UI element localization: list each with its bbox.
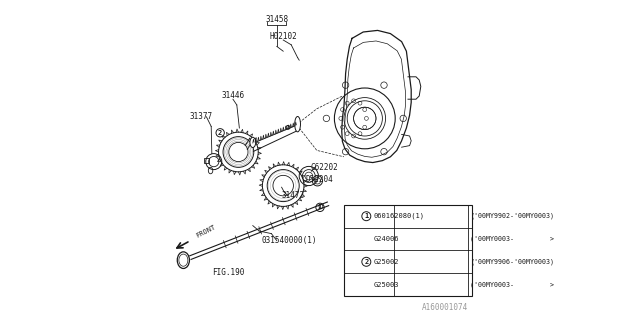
Ellipse shape bbox=[177, 252, 189, 268]
Text: FIG.190: FIG.190 bbox=[212, 268, 245, 277]
Text: 2: 2 bbox=[218, 130, 222, 136]
Bar bbox=[344, 205, 472, 296]
Text: ('00MY0003-         >: ('00MY0003- > bbox=[470, 236, 554, 242]
Text: 1: 1 bbox=[364, 213, 369, 219]
Text: ('00MY9906-'00MY0003): ('00MY9906-'00MY0003) bbox=[470, 259, 554, 265]
Text: H02102: H02102 bbox=[269, 32, 297, 41]
Text: 31458: 31458 bbox=[265, 15, 289, 24]
Text: 060162080(1): 060162080(1) bbox=[374, 213, 425, 220]
Text: ('00MY0003-         >: ('00MY0003- > bbox=[470, 281, 554, 288]
Text: 31446: 31446 bbox=[221, 92, 244, 100]
Text: 31472: 31472 bbox=[281, 191, 305, 200]
Text: FRONT: FRONT bbox=[195, 223, 216, 238]
Text: 2: 2 bbox=[364, 259, 369, 265]
Text: G24006: G24006 bbox=[374, 236, 399, 242]
Bar bbox=[204, 158, 209, 163]
Text: C62202: C62202 bbox=[311, 163, 339, 172]
Text: A160001074: A160001074 bbox=[422, 303, 468, 312]
Text: 31377: 31377 bbox=[189, 112, 212, 121]
Text: ('00MY9902-'00MY0003): ('00MY9902-'00MY0003) bbox=[470, 213, 554, 220]
Text: G25002: G25002 bbox=[374, 259, 399, 265]
Ellipse shape bbox=[295, 116, 301, 132]
Text: D52204: D52204 bbox=[305, 175, 333, 184]
Text: 1: 1 bbox=[318, 204, 322, 210]
Ellipse shape bbox=[250, 137, 256, 148]
Text: 031540000(1): 031540000(1) bbox=[262, 236, 317, 245]
Text: G25003: G25003 bbox=[374, 282, 399, 288]
